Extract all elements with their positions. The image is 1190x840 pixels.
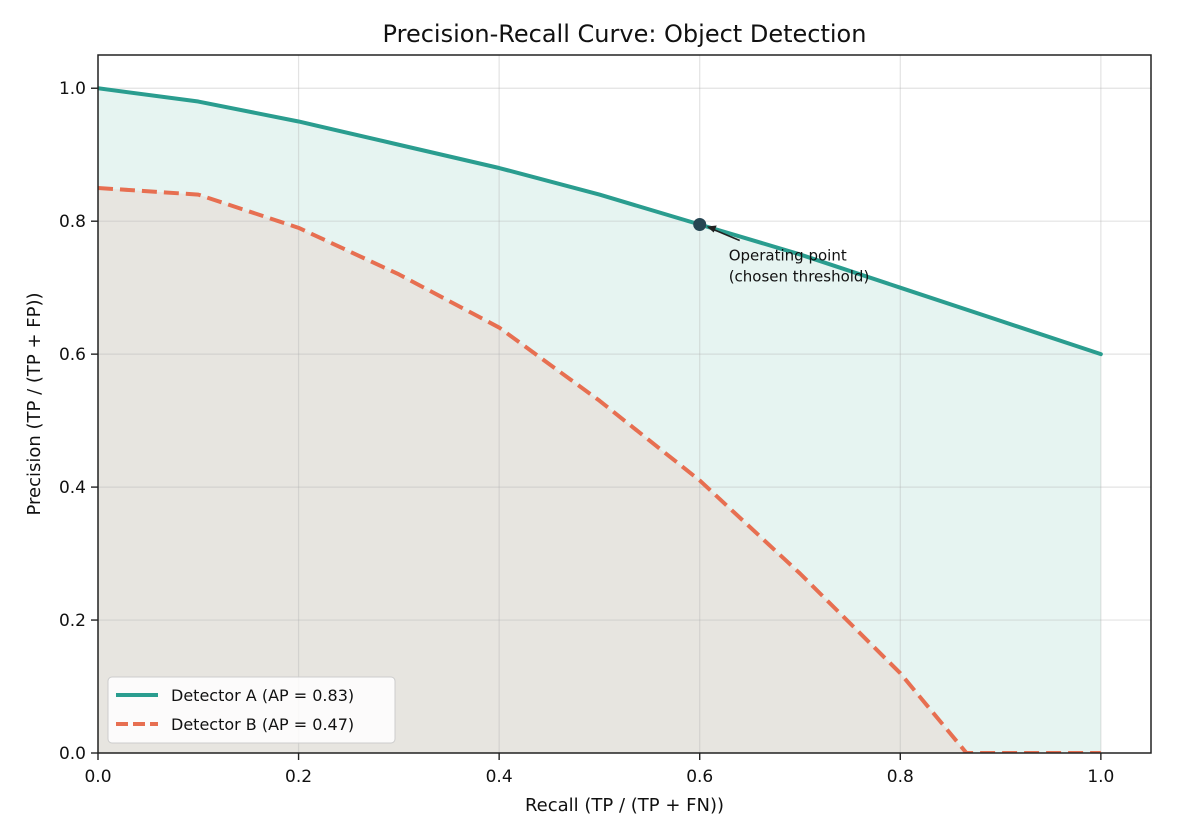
legend-label-detector-a: Detector A (AP = 0.83) [171, 686, 354, 705]
legend-label-detector-b: Detector B (AP = 0.47) [171, 715, 354, 734]
axes-frame [97, 54, 1152, 754]
chart-title: Precision-Recall Curve: Object Detection [383, 20, 867, 48]
y-tick-label: 0.0 [59, 744, 86, 764]
operating-point-marker [693, 218, 707, 232]
x-tick-label: 0.4 [486, 767, 513, 787]
x-tick-label: 0.6 [686, 767, 713, 787]
y-tick-label: 0.4 [59, 478, 86, 498]
x-axis-label: Recall (TP / (TP + FN)) [525, 795, 724, 816]
series-fill-detector-b [98, 187, 1101, 753]
y-tick-label: 0.8 [59, 212, 86, 232]
ticks: 0.0 0.2 0.4 0.6 0.8 1.0 0.0 0.2 0.4 0.6 0.8 1.0 [59, 79, 1114, 787]
x-tick-label: 0.2 [285, 767, 312, 787]
y-tick-label: 1.0 [59, 79, 86, 99]
legend: Detector A (AP = 0.83) Detector B (AP = 0… [107, 676, 396, 744]
x-tick-label: 0.0 [84, 767, 111, 787]
annotation-label-line: Operating point [729, 247, 847, 265]
series-lines [98, 86, 1103, 753]
area-fills [98, 88, 1101, 753]
x-tick-label: 0.8 [887, 767, 914, 787]
grid [97, 55, 1151, 754]
annotation-label-line: (chosen threshold) [729, 268, 870, 286]
y-axis-label: Precision (TP / (TP + FP)) [24, 292, 45, 515]
y-tick-label: 0.6 [59, 345, 86, 365]
operating-point-annotation: Operating point (chosen threshold) [693, 218, 869, 286]
annotation-arrow-head [706, 225, 717, 233]
series-line-detector-a [98, 86, 1103, 357]
legend-box [107, 676, 396, 744]
series-line-detector-b [98, 185, 1101, 753]
plot-area: Operating point(chosen threshold)0.0 0.2 0… [59, 54, 1152, 787]
y-tick-label: 0.2 [59, 611, 86, 631]
x-tick-label: 1.0 [1087, 767, 1114, 787]
